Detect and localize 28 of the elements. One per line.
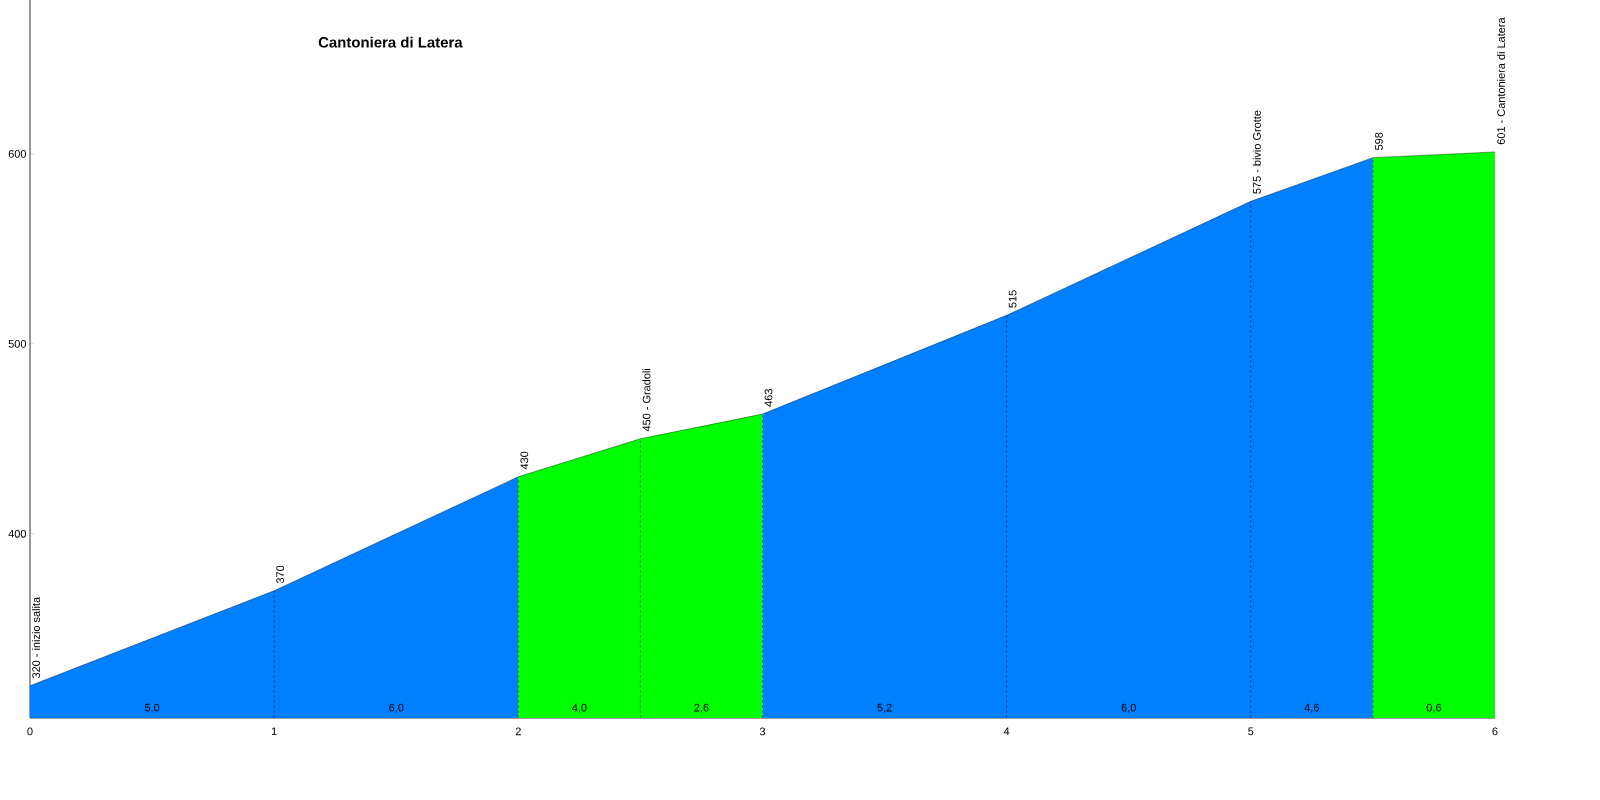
- annotation: 598: [1375, 132, 1383, 151]
- text: Cantoniera di Latera: [318, 36, 463, 48]
- annotation: 2,6: [694, 703, 709, 713]
- annotation: 370: [276, 565, 285, 584]
- annotation: 601 - Cantoniera di Latera: [1496, 17, 1505, 145]
- annotation: 5,2: [877, 703, 892, 713]
- annotation: 463: [764, 389, 773, 407]
- y-tick-label: 600: [8, 149, 27, 158]
- y-tick-label: 400: [8, 529, 27, 538]
- x-tick-label: 0: [27, 727, 33, 736]
- x-tick-label: 2: [515, 727, 521, 736]
- annotation: 515: [1008, 290, 1017, 308]
- annotation: 575 - bivio Grotte: [1252, 110, 1261, 194]
- annotation: 4,6: [1304, 703, 1319, 713]
- y-tick-label: 500: [8, 339, 27, 348]
- x-tick-label: 4: [1003, 727, 1010, 736]
- annotation: 0,6: [1426, 703, 1442, 713]
- annotation: 6,0: [389, 703, 404, 713]
- x-tick-label: 6: [1492, 727, 1498, 736]
- annotation: 320 - inizio salita: [31, 596, 41, 679]
- x-tick-label: 5: [1248, 727, 1254, 736]
- annotation: 5,0: [144, 703, 160, 713]
- x-tick-label: 3: [759, 727, 766, 736]
- x-tick-label: 1: [271, 727, 277, 736]
- annotation: 450 - Gradoli: [642, 368, 651, 432]
- annotation: 4,0: [571, 703, 587, 713]
- annotation: 6,0: [1121, 703, 1136, 713]
- annotation: 430: [520, 451, 529, 470]
